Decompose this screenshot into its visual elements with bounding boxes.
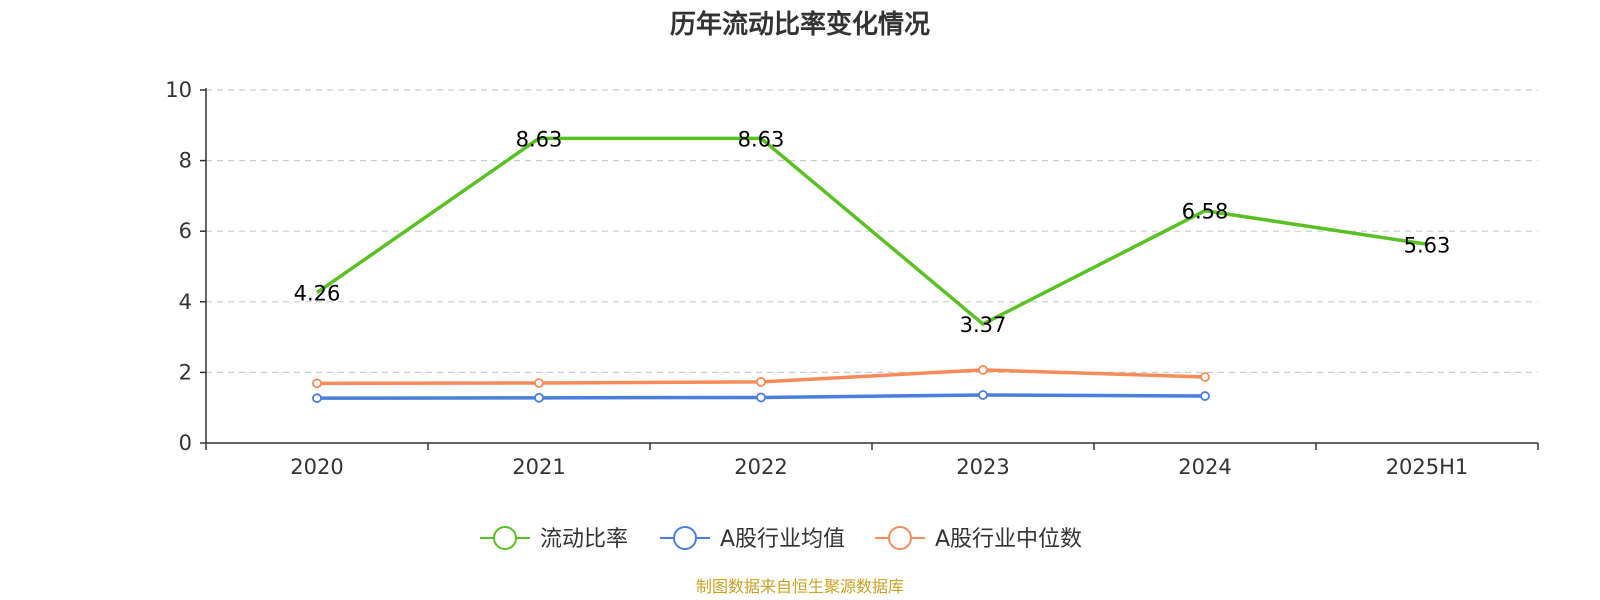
x-tick-label: 2025H1 — [1386, 455, 1469, 479]
legend-item-1[interactable]: A股行业均值 — [660, 526, 845, 552]
data-label: 8.63 — [738, 127, 785, 151]
y-tick-label: 10 — [165, 78, 192, 102]
x-tick-label: 2024 — [1178, 455, 1231, 479]
data-label: 3.37 — [960, 313, 1007, 337]
legend-swatch-marker — [673, 526, 697, 550]
legend-label: 流动比率 — [540, 527, 628, 552]
series-point-2 — [312, 378, 322, 389]
x-tick-label: 2022 — [734, 455, 787, 479]
data-label: 5.63 — [1404, 233, 1451, 257]
legend-label: A股行业中位数 — [935, 527, 1082, 552]
series-point-2 — [756, 377, 766, 387]
series-point-2 — [978, 365, 988, 375]
data-label: 8.63 — [516, 127, 563, 151]
series-point-1 — [534, 392, 544, 403]
y-tick-label: 6 — [179, 219, 192, 243]
series-point-1 — [312, 393, 322, 404]
source-note: 制图数据来自恒生聚源数据库 — [696, 577, 904, 596]
series-point-1 — [978, 390, 988, 400]
legend[interactable]: 流动比率 A股行业均值 A股行业中位数 — [480, 526, 1082, 552]
series-point-2 — [534, 378, 544, 388]
x-tick-label: 2023 — [956, 455, 1009, 479]
y-tick-label: 0 — [179, 431, 192, 455]
series-line-0 — [316, 136, 1428, 326]
y-tick-label: 4 — [179, 290, 192, 314]
chart-title: 历年流动比率变化情况 — [670, 9, 930, 40]
series-point-2 — [1200, 372, 1210, 382]
x-tick-label: 2021 — [512, 455, 565, 479]
legend-swatch-marker — [493, 526, 517, 550]
series-point-1 — [1200, 391, 1210, 401]
axes: 0 2 4 6 8 10 2020 2021 2022 2023 2024 2025H1 — [165, 78, 1539, 479]
legend-item-0[interactable]: 流动比率 — [480, 526, 628, 552]
series-point-1 — [756, 392, 766, 403]
legend-item-2[interactable]: A股行业中位数 — [875, 526, 1082, 552]
data-label: 6.58 — [1182, 200, 1229, 224]
x-tick-label: 2020 — [290, 455, 343, 479]
y-tick-label: 8 — [179, 149, 192, 173]
legend-label: A股行业均值 — [720, 527, 845, 552]
y-tick-label: 2 — [179, 360, 192, 384]
legend-swatch-marker — [888, 526, 912, 550]
series-lines — [312, 136, 1428, 404]
data-label: 4.26 — [294, 282, 341, 306]
data-labels: 4.26 8.63 8.63 3.37 6.58 5.63 — [294, 127, 1451, 337]
